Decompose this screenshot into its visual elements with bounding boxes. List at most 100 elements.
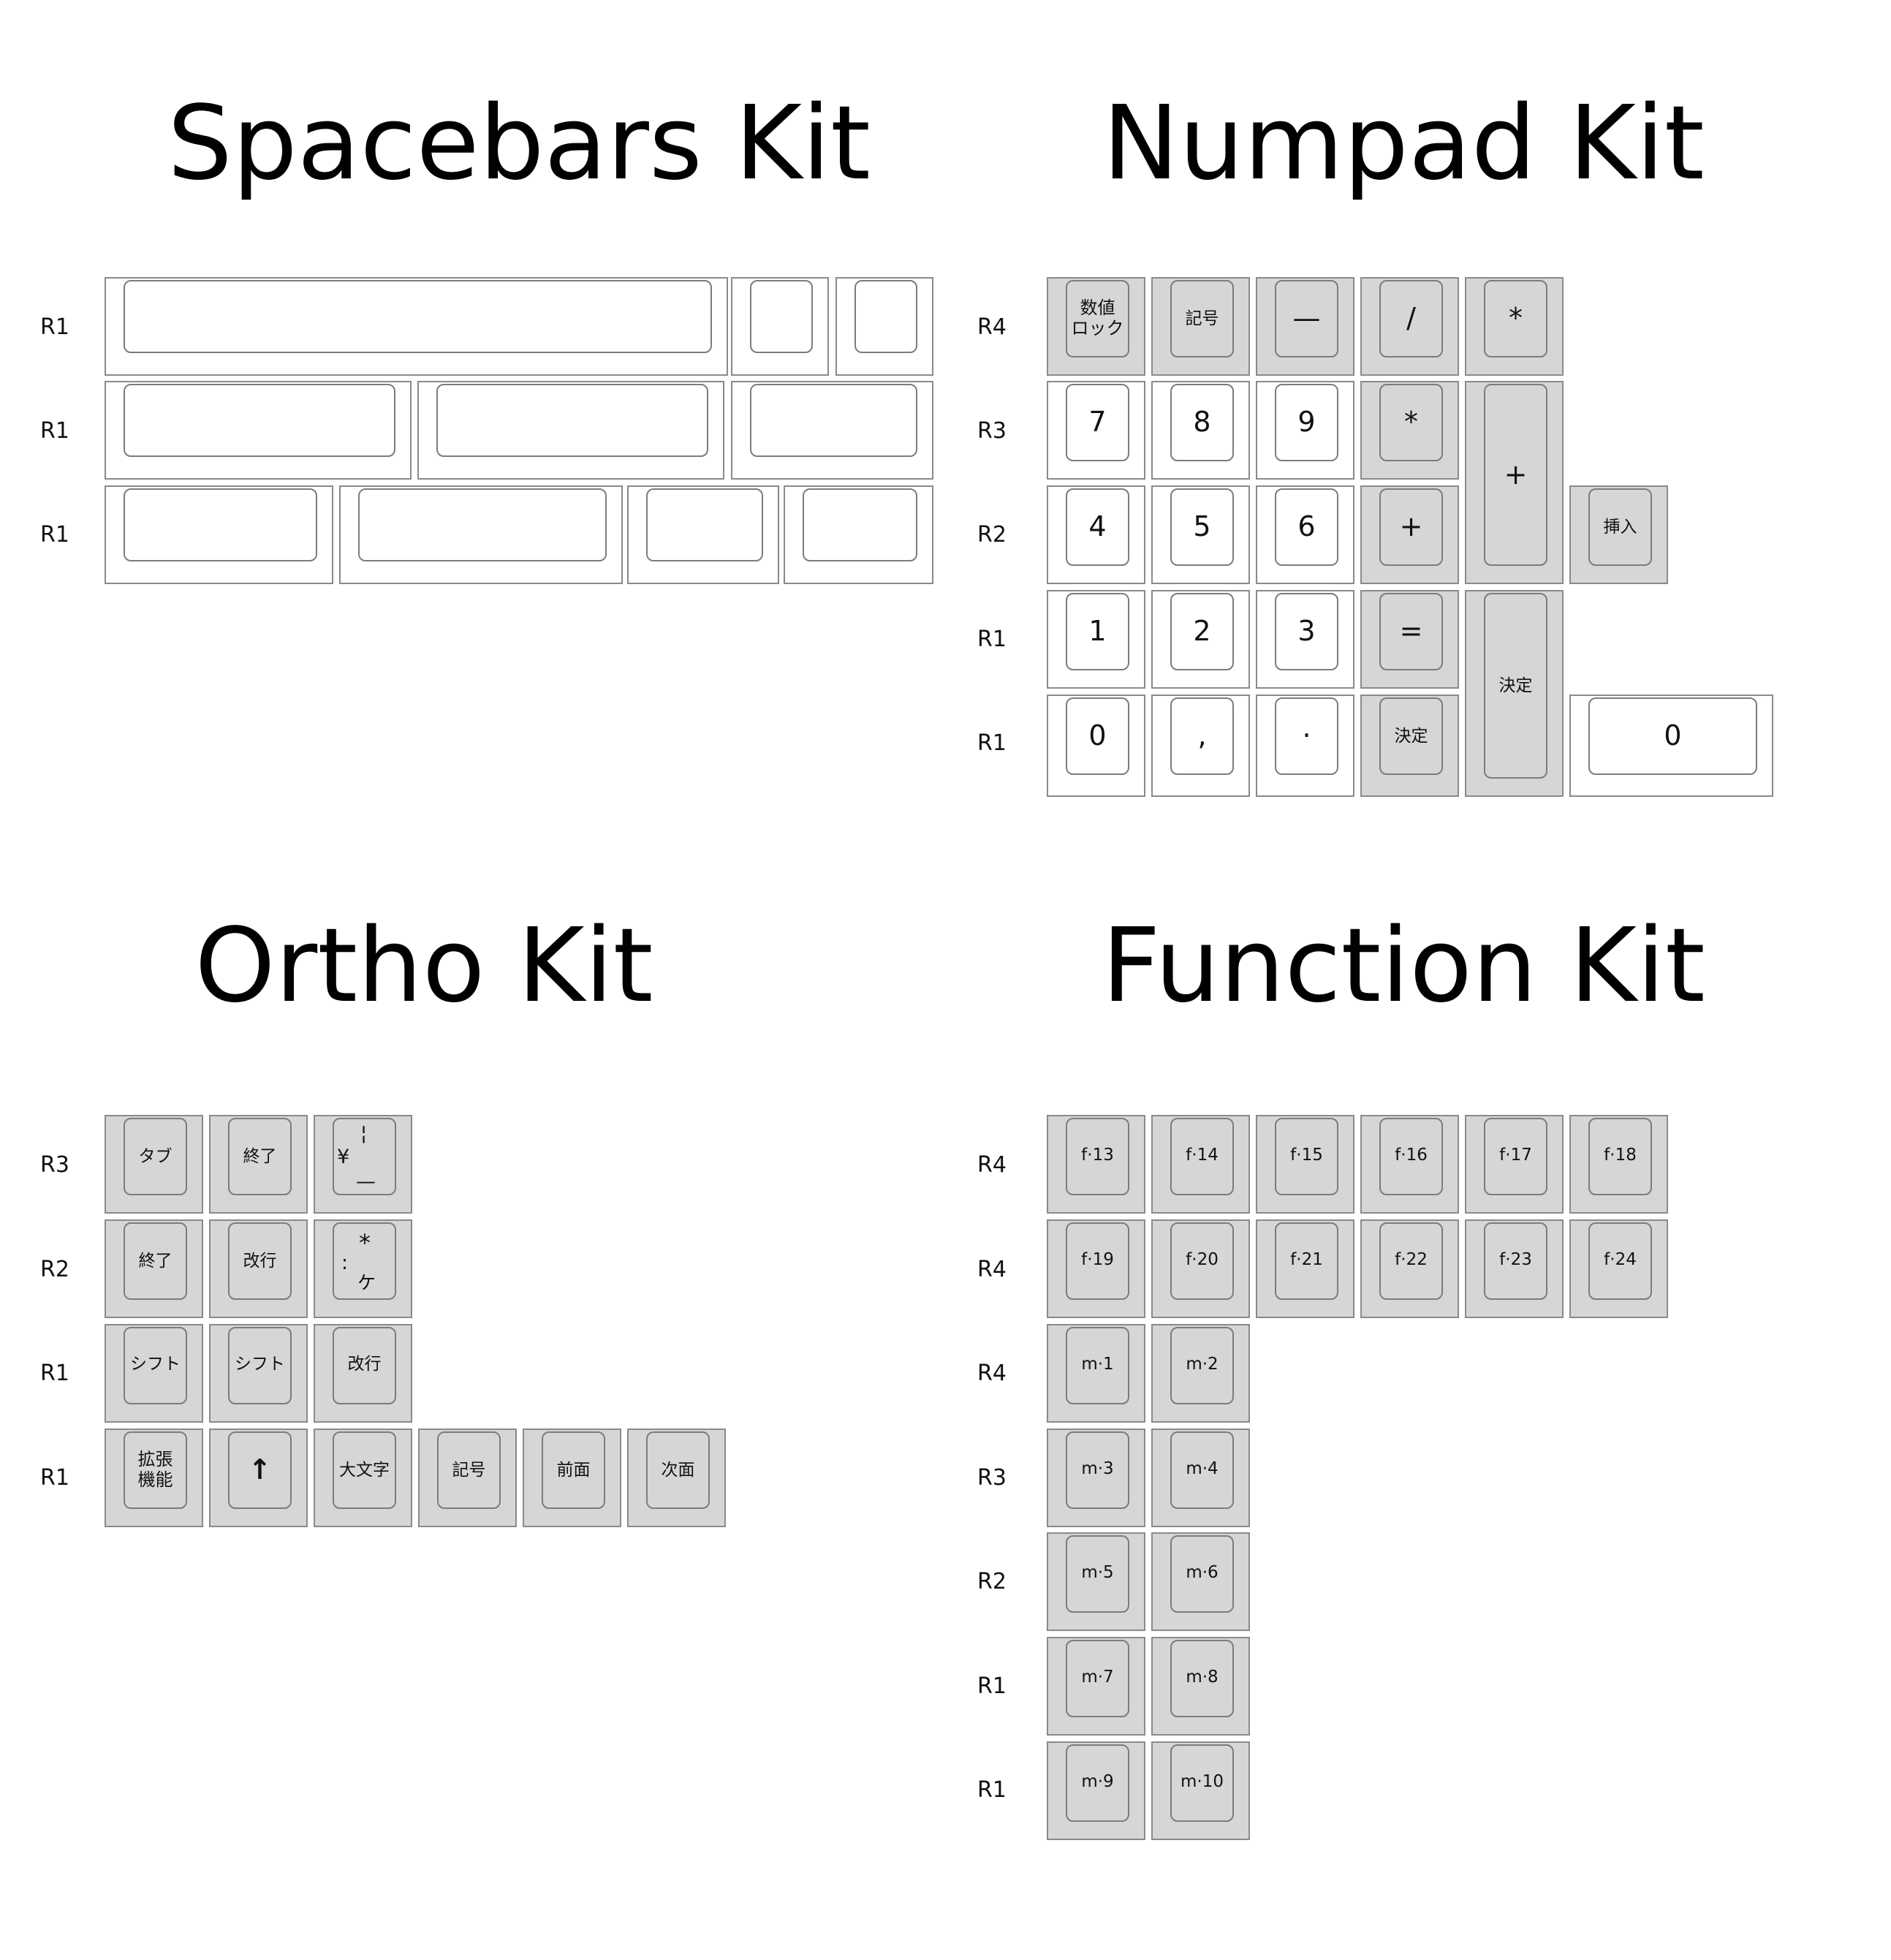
keycap-label: f·21: [1275, 1222, 1338, 1300]
keycap-label: シフト: [228, 1327, 292, 1404]
colon-bottom-legend: ケ: [357, 1272, 376, 1293]
digit-7-key: 7: [1047, 381, 1145, 480]
keycap-label: 大文字: [333, 1431, 396, 1509]
row-label: R4: [977, 314, 1007, 340]
row-label: R1: [40, 418, 69, 444]
keycap-label: f·16: [1379, 1118, 1443, 1195]
keycap-label: 9: [1275, 384, 1338, 461]
caps-key: 大文字: [314, 1429, 412, 1527]
dot-key: ·: [1256, 695, 1354, 797]
keycap-label: f·24: [1588, 1222, 1652, 1300]
keycap-label: 改行: [228, 1222, 292, 1300]
keycap-label: 終了: [124, 1222, 187, 1300]
keycap-label: 0: [1066, 697, 1129, 775]
end-key: 終了: [105, 1219, 203, 1318]
slash-key: /: [1360, 277, 1459, 376]
m9-key: m·9: [1047, 1741, 1145, 1840]
keycap-label: f·14: [1170, 1118, 1234, 1195]
enter-key: 決定: [1360, 695, 1459, 797]
numlock-key: 数値 ロック: [1047, 277, 1145, 376]
comma-key: ,: [1151, 695, 1250, 797]
digit-8-key: 8: [1151, 381, 1250, 480]
row-label: R1: [977, 627, 1007, 652]
minus-key: —: [1256, 277, 1354, 376]
keycap-label: f·23: [1484, 1222, 1547, 1300]
keycap-label: /: [1379, 280, 1443, 357]
m10-key: m·10: [1151, 1741, 1250, 1840]
keycap-label: m·6: [1170, 1535, 1234, 1613]
spacebar-key: [784, 485, 933, 584]
keycap: [124, 488, 317, 561]
row-label: R1: [40, 522, 69, 548]
keycap-label: 終了: [228, 1118, 292, 1195]
spacebar-key: [731, 277, 829, 376]
f13-key: f·13: [1047, 1115, 1145, 1214]
keycap-label: m·2: [1170, 1327, 1234, 1404]
row-label: R4: [977, 1257, 1007, 1282]
m1-key: m·1: [1047, 1324, 1145, 1423]
keycap-label: 4: [1066, 488, 1129, 566]
up-arrow-key: ↑: [209, 1429, 308, 1527]
keycap-label: m·7: [1066, 1640, 1129, 1717]
return-key: 改行: [314, 1324, 412, 1423]
f16-key: f·16: [1360, 1115, 1459, 1214]
row-label: R1: [977, 1673, 1007, 1699]
return-key: 改行: [209, 1219, 308, 1318]
end-key: 終了: [209, 1115, 308, 1214]
keycap-label: m·10: [1170, 1744, 1234, 1822]
enter-tall-key: 決定: [1465, 590, 1564, 797]
equals-key: =: [1360, 590, 1459, 689]
keycap-label: *: [1484, 280, 1547, 357]
keycap-label: f·22: [1379, 1222, 1443, 1300]
row-label: R1: [40, 1361, 69, 1386]
keycap: [854, 280, 917, 353]
row-label: R3: [40, 1152, 69, 1178]
f14-key: f·14: [1151, 1115, 1250, 1214]
keycap-label: 決定: [1484, 593, 1547, 779]
keycap-label: 0: [1588, 697, 1757, 775]
shift-key: シフト: [105, 1324, 203, 1423]
keycap: [750, 280, 813, 353]
numpad-kit-title: Numpad Kit: [1102, 84, 1705, 203]
f19-key: f·19: [1047, 1219, 1145, 1318]
keycap-label: m·8: [1170, 1640, 1234, 1717]
m6-key: m·6: [1151, 1532, 1250, 1631]
row-label: R2: [977, 522, 1007, 548]
keycap-label: 数値 ロック: [1066, 280, 1129, 357]
keycap-label: 3: [1275, 593, 1338, 670]
keycap-label: f·18: [1588, 1118, 1652, 1195]
row-label: R1: [40, 1465, 69, 1491]
m7-key: m·7: [1047, 1637, 1145, 1736]
keycap-label: =: [1379, 593, 1443, 670]
keycap: [750, 384, 917, 457]
f15-key: f·15: [1256, 1115, 1354, 1214]
colon-left-legend: :: [341, 1252, 349, 1274]
m3-key: m·3: [1047, 1429, 1145, 1527]
yen-bottom-legend: —: [356, 1170, 376, 1193]
keycap-label: タブ: [124, 1118, 187, 1195]
keycap-label: 決定: [1379, 697, 1443, 775]
keycap: * : ケ: [333, 1222, 396, 1300]
row-label: R3: [977, 1465, 1007, 1491]
keycap-label: m·5: [1066, 1535, 1129, 1613]
plus-key: +: [1360, 485, 1459, 584]
f21-key: f·21: [1256, 1219, 1354, 1318]
spacebar-key: [731, 381, 933, 480]
f23-key: f·23: [1465, 1219, 1564, 1318]
f18-key: f·18: [1569, 1115, 1668, 1214]
m8-key: m·8: [1151, 1637, 1250, 1736]
digit-3-key: 3: [1256, 590, 1354, 689]
keycap-label: ·: [1275, 697, 1338, 775]
row-label: R2: [40, 1257, 69, 1282]
digit-4-key: 4: [1047, 485, 1145, 584]
keycap-label: *: [1379, 384, 1443, 461]
keycap-label: 5: [1170, 488, 1234, 566]
keycap-label: m·4: [1170, 1431, 1234, 1509]
shift-key: シフト: [209, 1324, 308, 1423]
keycap-label: 1: [1066, 593, 1129, 670]
yen-left-legend: ¥: [337, 1146, 350, 1168]
keycap: [124, 280, 712, 353]
keycap-label: m·1: [1066, 1327, 1129, 1404]
f22-key: f·22: [1360, 1219, 1459, 1318]
digit-6-key: 6: [1256, 485, 1354, 584]
